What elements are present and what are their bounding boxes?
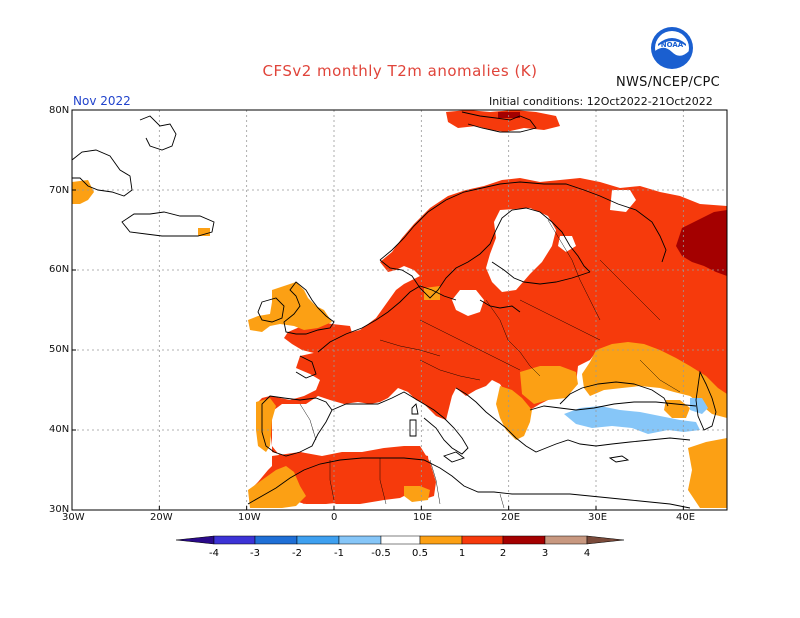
colorbar-label: -4 — [209, 548, 219, 559]
lon-label: 0 — [331, 512, 338, 523]
white-patch-russia-north — [610, 190, 636, 212]
lon-label: 10W — [238, 512, 261, 523]
anomaly-region-05-1-greenland — [72, 180, 94, 204]
colorbar-swatch — [175, 535, 215, 545]
anomaly-region-1-2-north-africa — [272, 450, 430, 504]
lat-label: 70N — [49, 185, 70, 196]
country-borders — [299, 219, 681, 509]
map-frame — [71, 109, 728, 511]
anomaly-region-cool-turkey — [564, 406, 700, 434]
colorbar: -4 -3 -2 -1 -0.5 0.5 1 2 3 4 — [175, 535, 625, 559]
lon-label: 30E — [588, 512, 608, 523]
anomaly-region-cool-caspian — [690, 398, 708, 414]
lat-label: 60N — [49, 264, 70, 275]
colorbar-swatch — [502, 535, 546, 545]
lat-label: 50N — [49, 344, 70, 355]
initial-conditions: Initial conditions: 12Oct2022-21Oct2022 — [489, 95, 713, 108]
colorbar-swatch — [296, 535, 340, 545]
logo-text: NOAA — [661, 41, 684, 49]
white-patch-baltic — [452, 290, 484, 316]
agency-label: NWS/NCEP/CPC — [616, 75, 721, 90]
anomaly-region-05-1-caucasus — [582, 342, 727, 418]
lon-label: 10E — [413, 512, 433, 523]
anomaly-region-05-1-middle-east — [688, 438, 727, 508]
colorbar-swatch — [544, 535, 588, 545]
colorbar-label: 1 — [459, 548, 465, 559]
lat-label: 30N — [49, 504, 70, 515]
anomaly-region-05-1-iceland — [198, 228, 210, 236]
lon-label: 40E — [676, 512, 696, 523]
colorbar-swatch — [419, 535, 463, 545]
lon-label: 20W — [150, 512, 173, 523]
anomaly-region-1-2-svalbard — [446, 110, 560, 132]
colorbar-label: 3 — [542, 548, 548, 559]
anomaly-region-05-1-uk — [248, 282, 332, 332]
colorbar-label: -3 — [250, 548, 260, 559]
white-patch-norway — [486, 208, 556, 292]
colorbar-swatch — [461, 535, 504, 545]
colorbar-swatch — [338, 535, 382, 545]
anomaly-region-05-1-algeria-small — [404, 486, 430, 502]
anomaly-region-05-1-turkey-east — [664, 400, 690, 418]
anomaly-region-05-1-balkans — [496, 386, 532, 440]
anomaly-region-05-1-iberia-west — [256, 398, 276, 452]
anomaly-field — [72, 110, 727, 508]
coastlines — [72, 111, 717, 509]
colorbar-label: 0.5 — [412, 548, 428, 559]
colorbar-label: -0.5 — [371, 548, 391, 559]
lon-label: 30W — [62, 512, 85, 523]
white-patch-italy-south — [450, 416, 476, 450]
axis-ticks — [71, 109, 684, 511]
anomaly-region-05-1-black-sea-north — [520, 366, 578, 404]
figure-title: CFSv2 monthly T2m anomalies (K) — [262, 62, 538, 80]
lat-label: 40N — [49, 424, 70, 435]
anomaly-region-1-2-europe — [250, 178, 727, 504]
forecast-month: Nov 2022 — [73, 94, 131, 108]
colorbar-swatch — [380, 535, 421, 545]
colorbar-swatch — [586, 535, 625, 545]
colorbar-label: 2 — [500, 548, 506, 559]
colorbar-label: -1 — [334, 548, 344, 559]
lat-label: 80N — [49, 105, 70, 116]
colorbar-label: 4 — [584, 548, 590, 559]
colorbar-swatch — [213, 535, 256, 545]
lon-label: 20E — [501, 512, 521, 523]
colorbar-swatch — [254, 535, 298, 545]
colorbar-label: -2 — [292, 548, 302, 559]
anomaly-region-2-3-russia — [676, 210, 727, 276]
graticule — [72, 110, 727, 510]
noaa-logo: NOAA — [651, 27, 693, 69]
